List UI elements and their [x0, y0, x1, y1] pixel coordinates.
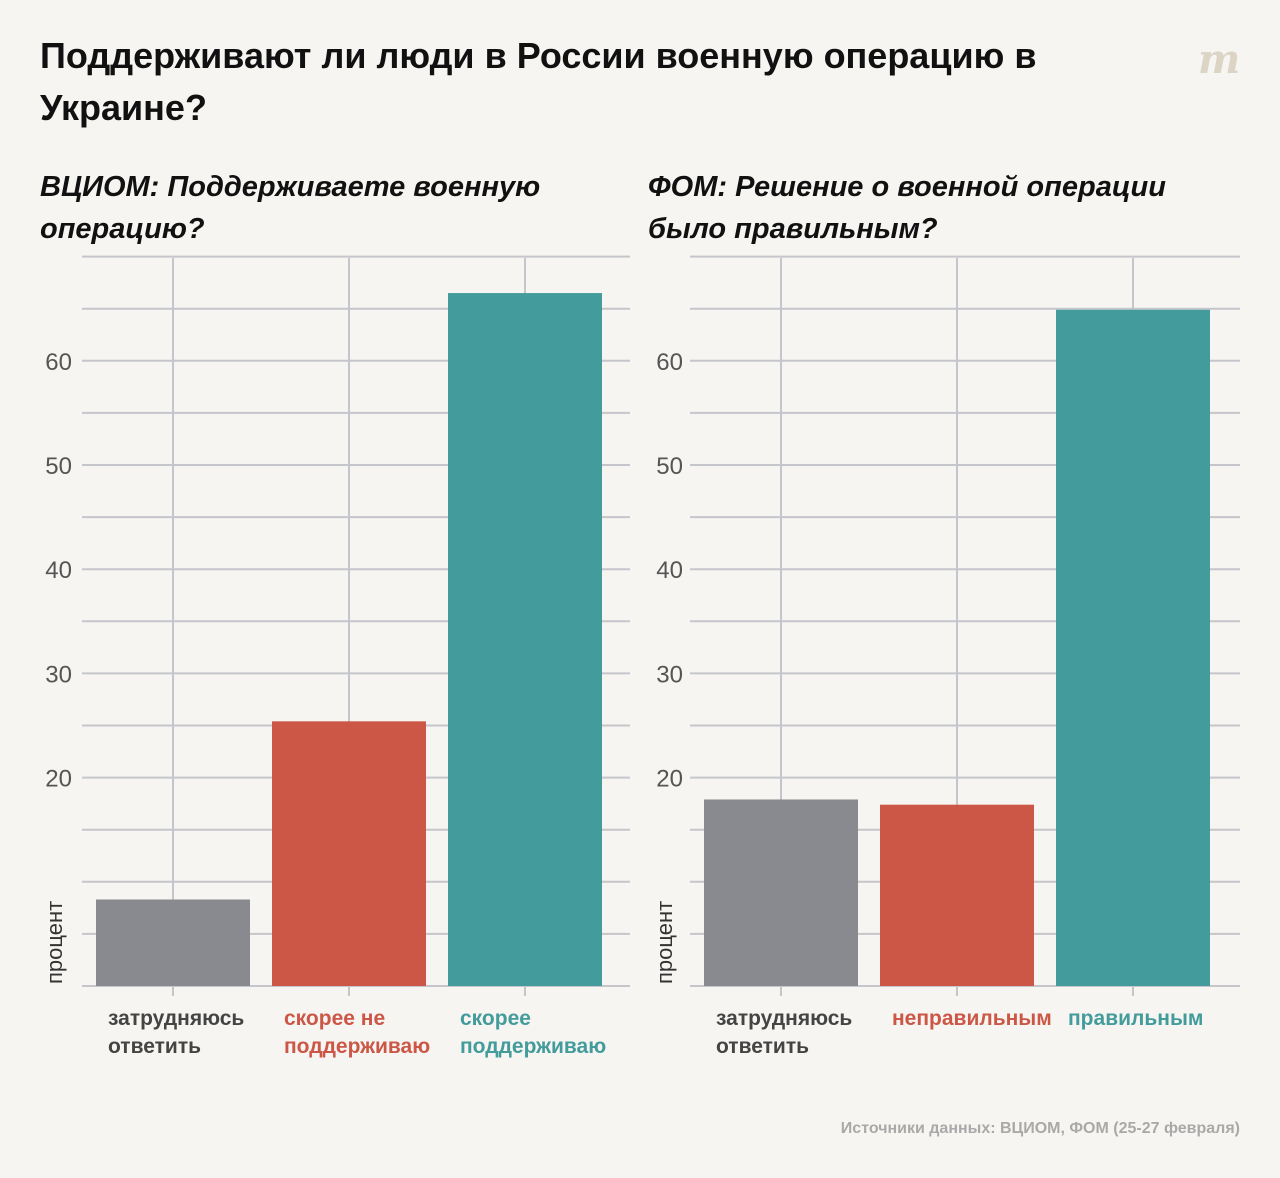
meduza-logo: m — [1198, 36, 1240, 83]
chart1-ytick-label: 40 — [45, 557, 72, 584]
chart2-ytick-label: 30 — [656, 661, 683, 688]
chart1-bar-3 — [448, 293, 602, 986]
chart1-category-label-3: скорее — [460, 1007, 531, 1030]
chart2-category-label-3: правильным — [1068, 1007, 1203, 1030]
chart2-ylabel: процент — [652, 901, 677, 984]
chart2-ytick-label: 40 — [656, 557, 683, 584]
chart-title-fom: ФОМ: Решение о военной операции было пра… — [648, 171, 1166, 245]
chart1-category-label-2: поддерживаю — [284, 1035, 430, 1058]
chart2-ytick-label: 50 — [656, 453, 683, 480]
chart1-category-label-3: поддерживаю — [460, 1035, 606, 1058]
chart2-ytick-label: 60 — [656, 349, 683, 376]
chart1-ytick-label: 60 — [45, 349, 72, 376]
chart1-bar-2 — [272, 721, 426, 986]
chart1-category-label-2: скорее не — [284, 1007, 385, 1030]
chart1-bar-1 — [96, 899, 250, 986]
chart1-ytick-label: 20 — [45, 766, 72, 793]
chart1-category-label-1: ответить — [108, 1035, 201, 1058]
chart-title-vciom: ВЦИОМ: Поддерживаете военную операцию? — [40, 171, 541, 245]
page-title: Поддерживают ли люди в России военную оп… — [40, 35, 1037, 128]
chart2-category-label-1: затрудняюсь — [716, 1007, 852, 1030]
chart2-category-label-2: неправильным — [892, 1007, 1052, 1030]
chart2-bar-1 — [704, 799, 858, 986]
chart2-category-label-1: ответить — [716, 1035, 809, 1058]
chart2-ytick-label: 20 — [656, 766, 683, 793]
chart1-ytick-label: 30 — [45, 661, 72, 688]
chart1-category-label-1: затрудняюсь — [108, 1007, 244, 1030]
chart2-bar-3 — [1056, 309, 1210, 986]
source-note: Источники данных: ВЦИОМ, ФОМ (25-27 февр… — [840, 1120, 1240, 1137]
chart2-bar-2 — [880, 804, 1034, 986]
chart1-ylabel: процент — [42, 901, 67, 984]
chart1-ytick-label: 50 — [45, 453, 72, 480]
